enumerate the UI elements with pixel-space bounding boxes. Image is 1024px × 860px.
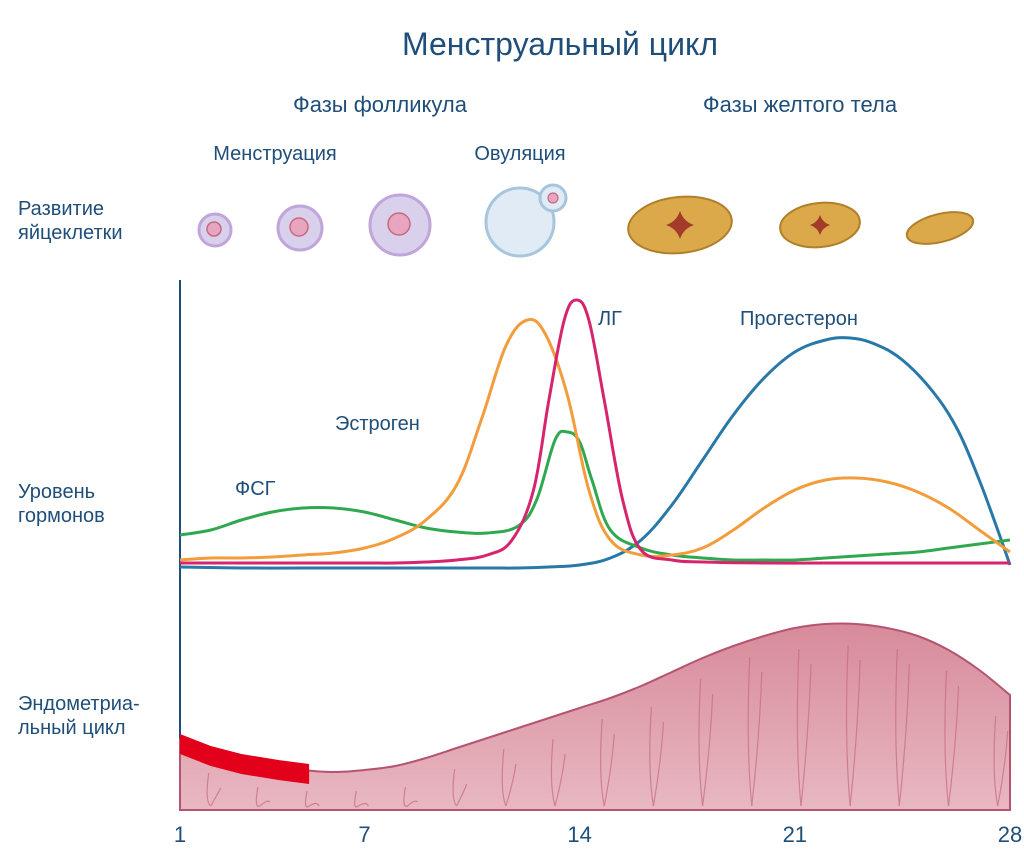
luteal-phase-label: Фазы желтого тела xyxy=(703,92,898,117)
follicle-stage-6 xyxy=(904,206,977,250)
menstrual-cycle-diagram: Менструальный цикл Фазы фолликула Фазы жел… xyxy=(0,0,1024,860)
x-tick-21: 21 xyxy=(783,822,807,847)
progesterone-label: Прогестерон xyxy=(740,308,858,330)
follicle-stage-1 xyxy=(278,206,322,250)
fsh-label: ФСГ xyxy=(235,478,276,500)
x-tick-28: 28 xyxy=(998,822,1022,847)
egg-row-label: Развитиеяйцеклетки xyxy=(18,198,123,244)
progesterone-curve xyxy=(180,338,1010,568)
estrogen-label: Эстроген xyxy=(335,413,420,435)
endometrium-row-label: Эндометриа-льный цикл xyxy=(18,693,140,739)
fsh-curve xyxy=(180,431,1010,560)
egg-development-row xyxy=(199,185,976,258)
lh-label: ЛГ xyxy=(598,308,622,330)
follicle-stage-3 xyxy=(486,185,566,256)
follicle-stage-4 xyxy=(625,192,734,259)
x-tick-1: 1 xyxy=(174,822,186,847)
lh-curve xyxy=(180,300,1010,563)
x-tick-7: 7 xyxy=(358,822,370,847)
ovulation-label: Овуляция xyxy=(474,143,565,165)
hormone-curves xyxy=(180,300,1010,568)
menstruation-label: Менструация xyxy=(213,143,336,165)
follicle-stage-0 xyxy=(199,214,231,246)
follicle-stage-5 xyxy=(778,199,862,251)
hormones-row-label: Уровеньгормонов xyxy=(18,481,105,527)
endometrium-area xyxy=(180,623,1010,810)
title: Менструальный цикл xyxy=(402,26,718,62)
x-tick-14: 14 xyxy=(567,822,591,847)
follicle-stage-2 xyxy=(370,195,430,255)
follicular-phase-label: Фазы фолликула xyxy=(293,92,468,117)
